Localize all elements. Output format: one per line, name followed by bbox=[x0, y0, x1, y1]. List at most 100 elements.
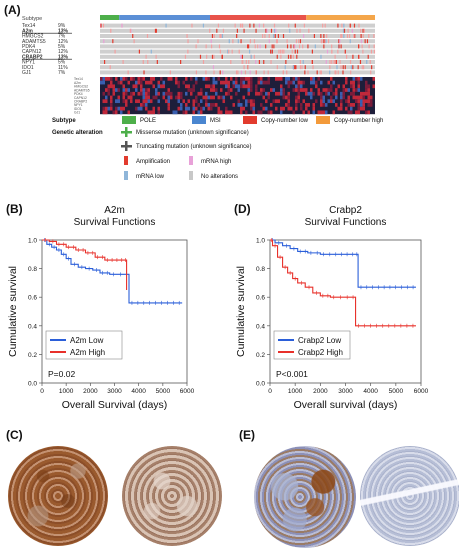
heatmap-cell bbox=[250, 99, 253, 104]
heatmap-cell bbox=[312, 110, 315, 115]
alteration-tick bbox=[323, 44, 325, 49]
heatmap-cell bbox=[297, 80, 300, 85]
alteration-tick bbox=[102, 23, 105, 28]
heatmap-cell bbox=[120, 110, 123, 115]
heatmap-cell bbox=[115, 99, 118, 104]
km-d-xtick-label: 5000 bbox=[389, 388, 404, 395]
heatmap-cell bbox=[192, 84, 195, 89]
heatmap-cell bbox=[332, 110, 335, 115]
heatmap-cell bbox=[242, 80, 245, 85]
heatmap-cell bbox=[250, 103, 253, 107]
alteration-tick bbox=[155, 54, 157, 59]
heatmap-cell bbox=[142, 77, 145, 81]
heatmap-cell bbox=[195, 95, 198, 100]
alteration-tick bbox=[329, 70, 331, 75]
alteration-tick bbox=[367, 54, 369, 59]
heatmap-cell bbox=[177, 91, 180, 96]
alteration-tick bbox=[221, 54, 223, 59]
alteration-tick bbox=[296, 49, 299, 54]
heatmap-cell bbox=[225, 91, 228, 96]
gene-row-bg-5 bbox=[100, 49, 375, 54]
alteration-tick bbox=[294, 23, 296, 28]
heatmap-cell bbox=[112, 110, 115, 115]
alteration-tick bbox=[339, 60, 341, 64]
panel-label-e: (E) bbox=[239, 428, 255, 442]
heatmap-cell bbox=[177, 80, 180, 85]
alteration-tick bbox=[195, 70, 198, 75]
alteration-tick bbox=[142, 60, 144, 64]
km-d-plot-frame bbox=[269, 239, 422, 384]
heatmap-cell bbox=[255, 91, 258, 96]
heatmap-cell bbox=[277, 91, 280, 96]
alteration-tick bbox=[156, 60, 158, 64]
heatmap-cell bbox=[357, 110, 360, 115]
heatmap-cell bbox=[227, 88, 230, 92]
heatmap-cell bbox=[357, 77, 360, 81]
heatmap-cell bbox=[232, 84, 235, 89]
heatmap-cell bbox=[110, 84, 113, 89]
heatmap-cell bbox=[237, 88, 240, 92]
heatmap-cell bbox=[192, 88, 195, 92]
km-d-series-line-1 bbox=[270, 239, 416, 327]
heatmap-cell bbox=[165, 99, 168, 104]
heatmap-cell bbox=[347, 88, 350, 92]
alteration-tick bbox=[222, 70, 224, 75]
heatmap-cell bbox=[237, 103, 240, 107]
alteration-tick bbox=[286, 39, 288, 44]
heatmap-cell bbox=[355, 99, 358, 104]
heatmap-cell bbox=[352, 91, 355, 96]
legend-genetic-title: Genetic alteration bbox=[52, 130, 103, 136]
alteration-tick bbox=[276, 65, 278, 70]
legend-subtype-title: Subtype bbox=[52, 118, 76, 124]
heatmap-cell bbox=[147, 95, 150, 100]
legend-alt-label-1: Truncating mutation (unknown significanc… bbox=[136, 144, 252, 150]
alteration-tick bbox=[187, 39, 189, 44]
legend-alt-swatch-3 bbox=[189, 156, 193, 165]
heatmap-cell bbox=[267, 80, 270, 85]
km-b-xtick-label: 5000 bbox=[156, 388, 171, 395]
heatmap-label-a2m: A2m bbox=[74, 81, 81, 85]
heatmap-cell bbox=[367, 95, 370, 100]
heatmap-cell bbox=[315, 80, 318, 85]
alteration-tick bbox=[211, 54, 214, 59]
km-d-xtick-label: 2000 bbox=[313, 388, 328, 395]
heatmap-cell bbox=[340, 99, 343, 104]
heatmap-cell bbox=[102, 106, 105, 111]
heatmap-cell bbox=[100, 77, 103, 81]
heatmap-cell bbox=[210, 103, 213, 107]
heatmap-cell bbox=[260, 103, 263, 107]
heatmap-cell bbox=[172, 110, 175, 115]
alteration-tick bbox=[351, 28, 353, 33]
heatmap-cell bbox=[335, 103, 338, 107]
alteration-tick bbox=[212, 65, 215, 70]
alteration-tick bbox=[346, 34, 349, 38]
heatmap-cell bbox=[275, 91, 278, 96]
alteration-tick bbox=[227, 49, 229, 54]
alteration-tick bbox=[253, 54, 255, 59]
heatmap-cell bbox=[117, 95, 120, 100]
alteration-tick bbox=[267, 70, 269, 75]
heatmap-cell bbox=[162, 95, 165, 100]
alteration-tick bbox=[277, 34, 280, 38]
heatmap-cell bbox=[162, 80, 165, 85]
km-b-ytick-label: 0.6 bbox=[28, 295, 37, 302]
km-d-xtick-label: 4000 bbox=[363, 388, 378, 395]
heatmap-cell bbox=[300, 106, 303, 111]
heatmap-cell bbox=[145, 88, 148, 92]
heatmap-cell bbox=[167, 95, 170, 100]
km-b-pvalue: P=0.02 bbox=[48, 369, 75, 379]
heatmap-cell bbox=[160, 77, 163, 81]
heatmap-cell bbox=[305, 103, 308, 107]
heatmap-cell bbox=[147, 80, 150, 85]
alteration-tick bbox=[344, 65, 346, 70]
heatmap-cell bbox=[320, 95, 323, 100]
alteration-tick bbox=[295, 65, 297, 70]
heatmap-cell bbox=[295, 99, 298, 104]
heatmap-cell bbox=[197, 91, 200, 96]
alteration-tick bbox=[353, 34, 355, 38]
heatmap-cell bbox=[322, 99, 325, 104]
legend-subtype-swatch-0 bbox=[122, 116, 136, 124]
gene-label-hmgcs2: HMGCS2 bbox=[22, 34, 44, 40]
gene-label-tex14: Tex14 bbox=[22, 23, 36, 29]
heatmap-cell bbox=[185, 91, 188, 96]
